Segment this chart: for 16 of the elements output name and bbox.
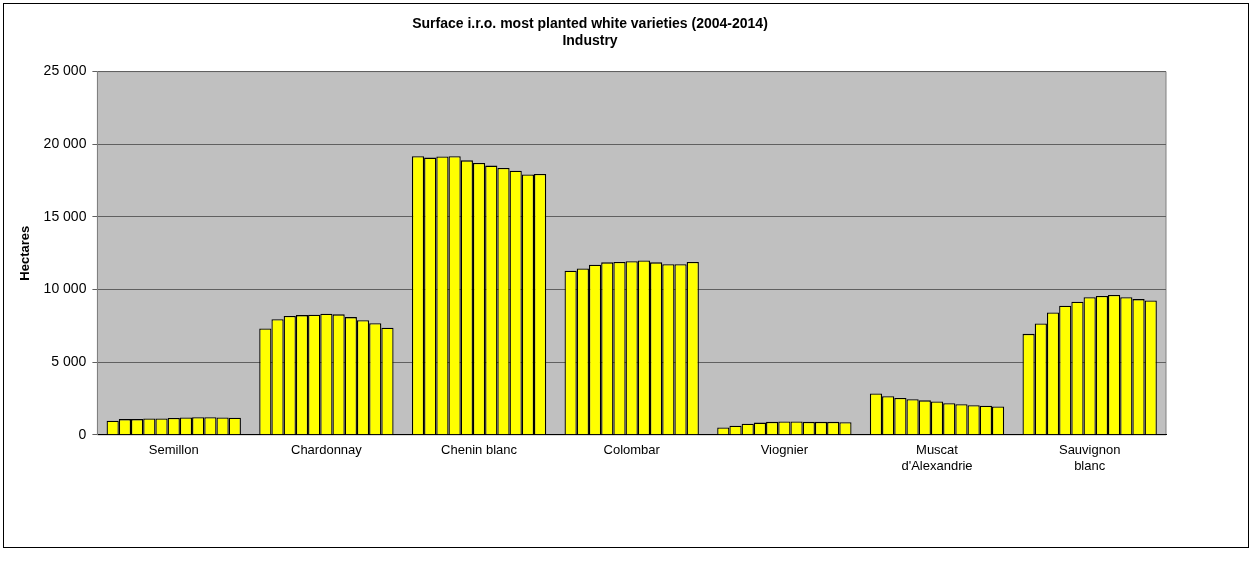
x-tick-label: Sauvignon blanc [1058,442,1121,473]
y-tick-label: 25 000 [43,62,87,79]
y-tick-label: 10 000 [43,280,87,297]
y-tick-label: 20 000 [43,135,87,152]
y-tick-label: 15 000 [43,207,87,224]
y-axis-title: Hectares [17,225,33,281]
x-tick-label: Chardonnay [290,442,363,458]
chart-subtitle: Industry [562,32,618,49]
x-tick-label: Chenin blanc [441,442,518,458]
y-tick-label: 0 [78,425,87,442]
x-tick-label: Colombar [603,442,661,458]
chart-title: Surface i.r.o. most planted white varieties (2004-2014) [412,15,768,32]
x-tick-label: Semillon [148,442,199,458]
x-tick-label: Muscat d'Alexandrie [901,442,973,473]
y-tick-label: 5 000 [51,353,87,370]
x-tick-label: Viognier [760,442,809,458]
